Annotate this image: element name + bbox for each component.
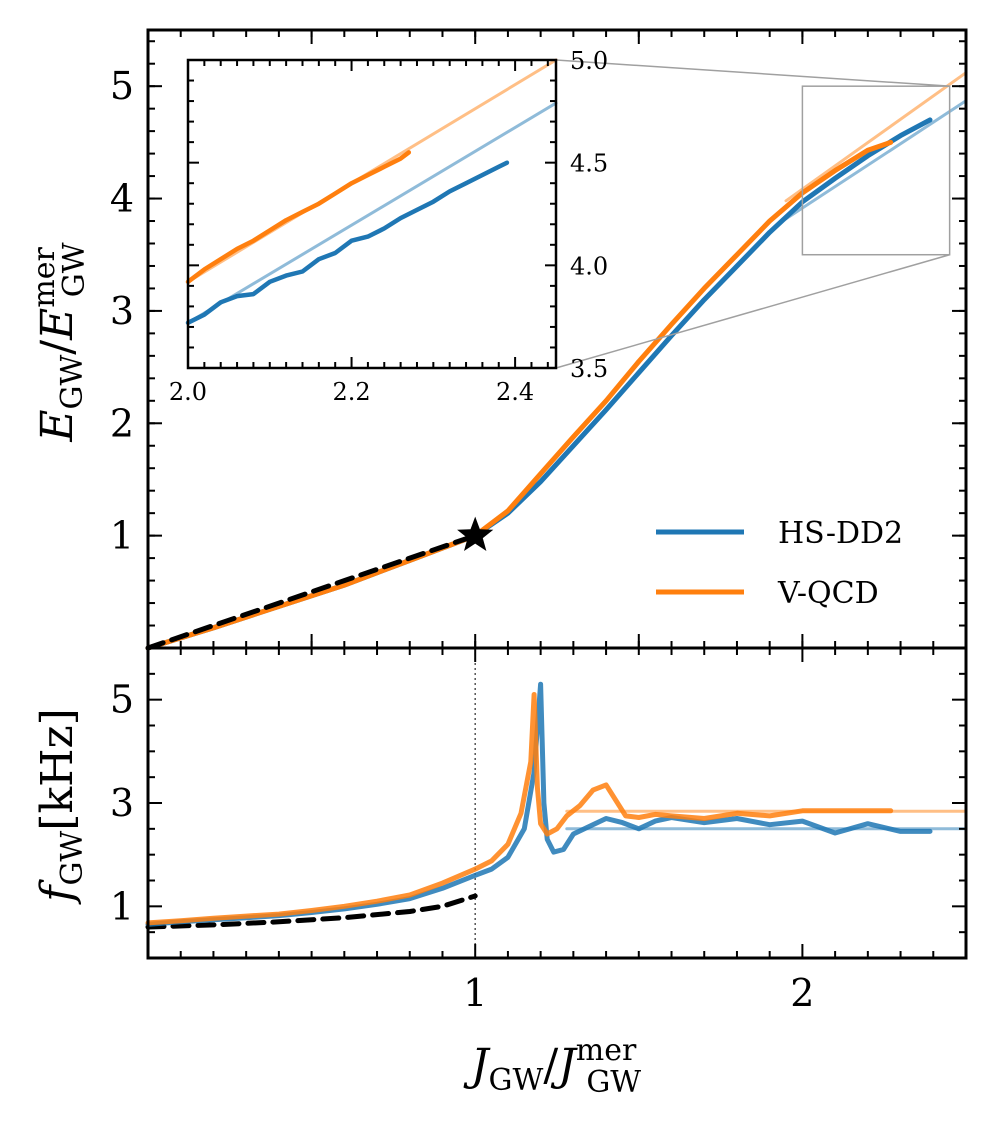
bottom-series-lines <box>145 681 933 927</box>
top-tick-labels: 1 2 3 4 5 <box>110 64 134 557</box>
xlabel-main: J <box>463 1040 491 1091</box>
inset-ytick-label: 5.0 <box>570 47 608 75</box>
bottom-analytic <box>145 893 478 930</box>
xlabel-slash: / <box>543 1040 558 1091</box>
top-ytick-label: 3 <box>110 289 134 333</box>
top-analytic-line <box>145 533 478 651</box>
bottom-xlabel: JGW/Jmer GW <box>463 1033 641 1100</box>
top-ytick-label: 4 <box>110 177 134 221</box>
inset-xtick-label: 2.4 <box>496 378 534 406</box>
bottom-xtick-label: 1 <box>463 971 487 1015</box>
xlabel-main-sub: GW <box>489 1063 544 1098</box>
svg-text:EGW/EmerGW: EGW/EmerGW <box>27 242 92 442</box>
bottom-ytick-label: 5 <box>110 678 134 722</box>
bottom-analytic-line <box>145 893 478 930</box>
top-ytick-label: 5 <box>110 64 134 108</box>
top-fit-hs-dd2-fit <box>784 99 968 221</box>
merger-star-marker <box>457 516 494 551</box>
legend: HS-DD2 V-QCD <box>656 516 903 611</box>
xlabel-den-sup: mer <box>576 1033 637 1068</box>
top-ylabel-den-sub: GW <box>57 242 92 297</box>
xlabel-den-sub: GW <box>586 1065 641 1100</box>
bottom-ytick-label: 1 <box>110 884 134 928</box>
bottom-ylabel: fGW[kHz] <box>32 708 90 905</box>
bottom-xtick-label: 2 <box>790 971 814 1015</box>
star-marker <box>457 516 494 551</box>
inset-fit-hs-dd2-fit <box>186 101 558 325</box>
top-ylabel-den-sup: mer <box>27 247 62 308</box>
inset-series-v-qcd <box>185 150 412 285</box>
inset-ytick-label: 3.5 <box>570 355 608 383</box>
bottom-ytick-label: 3 <box>110 781 134 825</box>
top-ylabel-slash: / <box>32 340 83 355</box>
zoom-box <box>801 85 951 256</box>
top-fit-v-qcd-fit <box>784 71 968 203</box>
bottom-ylabel-main-sub: GW <box>55 831 90 886</box>
top-fit-lines <box>784 71 968 221</box>
inset-panel: 2.0 2.2 2.4 3.5 4.0 4.5 5.0 <box>169 47 608 406</box>
zoom-connector-bottom <box>555 254 950 369</box>
inset-xtick-label: 2.2 <box>332 378 370 406</box>
zoom-indicator <box>555 59 951 369</box>
top-ytick-label: 2 <box>110 401 134 445</box>
top-ytick-label: 1 <box>110 514 134 558</box>
inset-axes-frame <box>186 58 558 370</box>
inset-tick-labels: 2.0 2.2 2.4 3.5 4.0 4.5 5.0 <box>169 47 608 406</box>
svg-text:fGW[kHz]: fGW[kHz] <box>32 708 90 905</box>
inset-ytick-label: 4.5 <box>570 150 608 178</box>
inset-xtick-label: 2.0 <box>169 378 207 406</box>
bottom-ticks <box>148 648 966 958</box>
bottom-axes-frame <box>146 646 968 960</box>
bottom-tick-labels: 1 2 1 3 5 <box>110 678 815 1015</box>
inset-series-lines <box>185 150 510 326</box>
top-ylabel-main-sub: GW <box>55 355 90 410</box>
inset-ytick-label: 4.0 <box>570 252 608 280</box>
top-ylabel-main: E <box>32 410 83 443</box>
zoom-connector-top <box>555 59 950 87</box>
bottom-ylabel-unit: [kHz] <box>32 708 83 831</box>
legend-label-hs-dd2: HS-DD2 <box>778 516 903 551</box>
inset-series-hs-dd2 <box>185 160 510 326</box>
top-ylabel: EGW/EmerGW <box>27 242 92 442</box>
bottom-series-v-qcd <box>145 692 894 926</box>
top-ylabel-den: E <box>32 308 83 341</box>
legend-label-v-qcd: V-QCD <box>777 576 879 611</box>
top-analytic <box>145 533 478 651</box>
